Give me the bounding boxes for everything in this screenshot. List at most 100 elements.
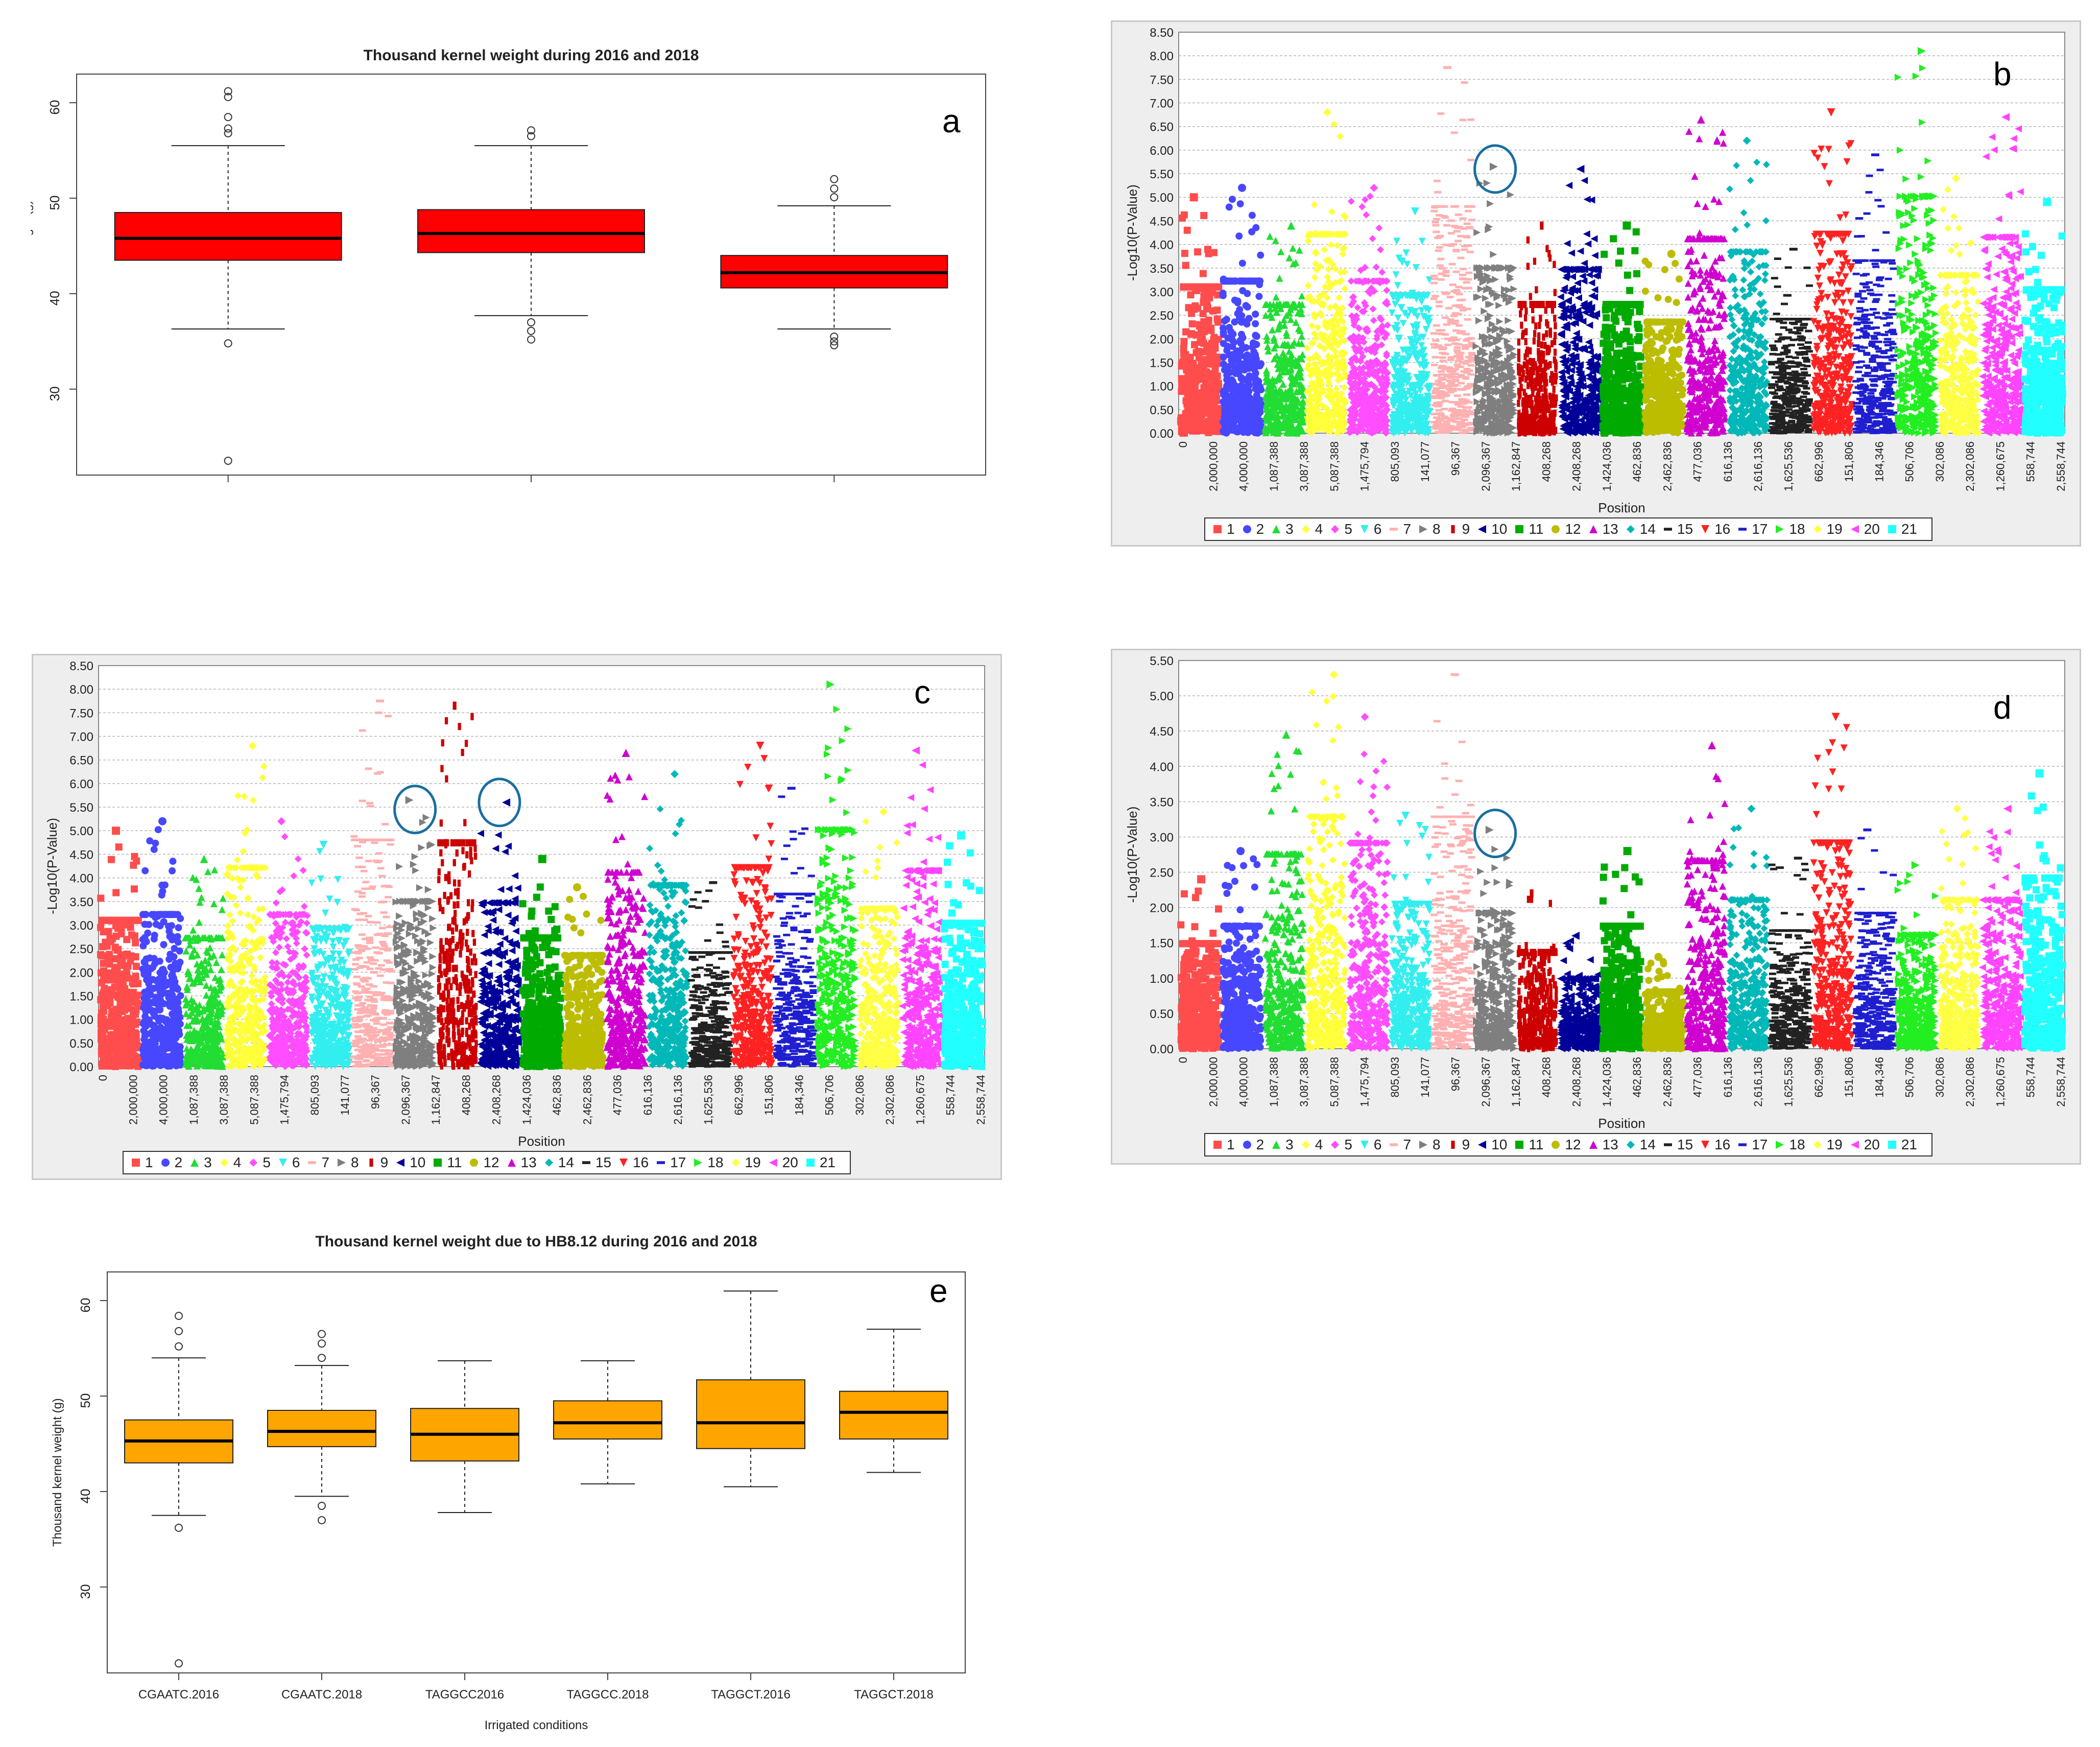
snp-point [1323, 256, 1330, 264]
snp-point [1410, 323, 1417, 330]
snp-point [1378, 403, 1386, 410]
snp-point [1354, 428, 1362, 435]
snp-point [1592, 392, 1600, 399]
snp-point [1641, 288, 1649, 295]
snp-point [1453, 291, 1461, 294]
snp-point [1392, 271, 1400, 279]
snp-point [1565, 182, 1573, 190]
snp-point [1579, 404, 1587, 412]
snp-point [1419, 349, 1426, 357]
snp-point [1307, 371, 1315, 379]
snp-point [1648, 400, 1655, 408]
snp-point [1532, 368, 1535, 375]
snp-point [1534, 381, 1538, 389]
snp-point [1438, 272, 1445, 275]
snp-point [1560, 307, 1568, 315]
x-tick-label: 1,260,675 [1994, 441, 2007, 491]
snp-point [1468, 219, 1476, 222]
snp-point [1507, 275, 1514, 283]
snp-point [1209, 379, 1216, 386]
snp-point [1439, 360, 1447, 362]
snp-point [1394, 297, 1401, 304]
snp-point [1412, 395, 1420, 403]
snp-point [1671, 379, 1679, 386]
snp-point [1179, 428, 1186, 435]
snp-point [1373, 393, 1380, 400]
snp-point [1397, 415, 1405, 423]
snp-point [1199, 270, 1207, 277]
snp-point [1220, 388, 1227, 395]
snp-point [1284, 423, 1292, 431]
snp-point [1475, 264, 1483, 272]
snp-point [1517, 338, 1521, 346]
snp-point [1414, 382, 1422, 390]
snp-point [1601, 379, 1609, 386]
snp-point [1554, 377, 1558, 385]
snp-point [1473, 229, 1481, 237]
snp-point [1340, 426, 1347, 433]
snp-point [1206, 283, 1213, 291]
snp-point [1438, 370, 1445, 373]
snp-point [1304, 397, 1312, 405]
snp-point [1473, 398, 1481, 406]
snp-point [1341, 285, 1349, 293]
snp-point [1181, 249, 1188, 257]
snp-point [1481, 356, 1488, 364]
snp-point [1466, 410, 1473, 413]
chart-a-svg: Thousand kernel weight during 2016 and 2… [31, 47, 986, 490]
snp-point [1402, 292, 1410, 299]
snp-point [1237, 318, 1245, 326]
snp-point [1472, 342, 1480, 350]
snp-point [1210, 400, 1218, 408]
snp-point [1236, 200, 1244, 208]
snp-point [1467, 337, 1475, 340]
snp-point [1551, 397, 1555, 405]
snp-point [1442, 420, 1450, 423]
snp-point [1544, 394, 1548, 402]
snp-point [1662, 338, 1670, 345]
snp-point [1453, 346, 1461, 349]
y-tick-label: 2.00 [1150, 333, 1174, 346]
snp-point [1220, 275, 1227, 283]
snp-point [1337, 311, 1345, 319]
snp-point [1539, 350, 1543, 358]
snp-point [1420, 313, 1427, 320]
snp-point [1377, 316, 1385, 323]
snp-point [1451, 368, 1459, 371]
outlier-point [224, 124, 232, 133]
snp-point [1418, 371, 1425, 379]
snp-point [1567, 266, 1574, 273]
snp-point [1442, 431, 1450, 434]
snp-point [1545, 319, 1548, 326]
snp-point [1421, 359, 1428, 366]
snp-point [1476, 402, 1484, 410]
snp-point [1278, 407, 1286, 414]
snp-point [1298, 292, 1306, 300]
snp-point [1323, 405, 1330, 412]
snp-point [1525, 399, 1529, 407]
snp-point [1326, 357, 1334, 364]
snp-point [1505, 317, 1512, 324]
snp-point [1267, 392, 1274, 400]
snp-point [1405, 407, 1413, 414]
chromosome-9-points [1517, 221, 1558, 437]
snp-point [1589, 364, 1596, 371]
snp-point [1530, 359, 1533, 366]
snp-point [1289, 358, 1297, 365]
snp-point [1561, 415, 1568, 423]
snp-point [1268, 410, 1276, 418]
snp-point [1304, 294, 1311, 302]
snp-point [1591, 252, 1598, 259]
snp-point [1362, 196, 1369, 203]
snp-point [1545, 245, 1549, 252]
snp-point [1223, 316, 1230, 323]
snp-point [1576, 371, 1583, 379]
snp-point [1234, 299, 1242, 306]
snp-point [1441, 399, 1449, 403]
snp-point [1461, 429, 1468, 432]
snp-point [1435, 249, 1442, 252]
snp-point [1485, 285, 1493, 292]
outlier-point [224, 129, 232, 137]
y-tick-label: 4.50 [1150, 215, 1174, 228]
snp-point [1401, 310, 1409, 317]
